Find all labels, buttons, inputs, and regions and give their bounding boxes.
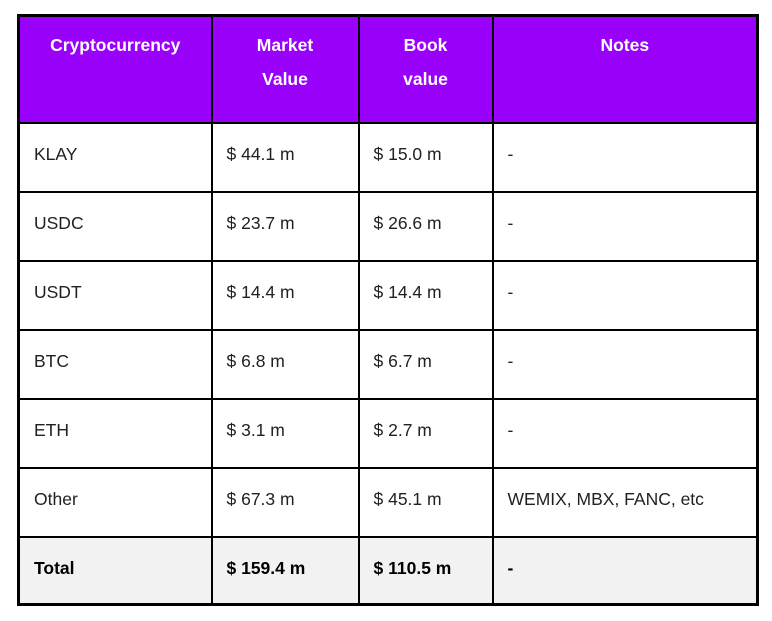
crypto-holdings-table: Cryptocurrency Market Value Book value N… xyxy=(17,14,759,606)
cell-crypto: KLAY xyxy=(17,121,213,193)
cell-notes: WEMIX, MBX, FANC, etc xyxy=(491,466,759,538)
cell-book-value: $ 14.4 m xyxy=(357,259,494,331)
header-row: Cryptocurrency Market Value Book value N… xyxy=(17,14,759,124)
cell-crypto: ETH xyxy=(17,397,213,469)
table-row-total: Total $ 159.4 m $ 110.5 m - xyxy=(17,535,759,606)
col-header-label-line2: Value xyxy=(262,69,308,89)
cell-book-value: $ 15.0 m xyxy=(357,121,494,193)
cell-total-market-value: $ 159.4 m xyxy=(210,535,360,606)
cell-crypto: BTC xyxy=(17,328,213,400)
col-header-market-value: Market Value xyxy=(210,14,360,124)
cell-book-value: $ 6.7 m xyxy=(357,328,494,400)
cell-market-value: $ 23.7 m xyxy=(210,190,360,262)
table-row-usdt: USDT $ 14.4 m $ 14.4 m - xyxy=(17,259,759,331)
col-header-notes: Notes xyxy=(491,14,759,124)
cell-market-value: $ 6.8 m xyxy=(210,328,360,400)
cell-notes: - xyxy=(491,328,759,400)
cell-notes: - xyxy=(491,190,759,262)
col-header-label-line1: Book xyxy=(403,35,448,55)
table-row-klay: KLAY $ 44.1 m $ 15.0 m - xyxy=(17,121,759,193)
table-header: Cryptocurrency Market Value Book value N… xyxy=(17,14,759,124)
cell-notes: - xyxy=(491,121,759,193)
cell-crypto: Other xyxy=(17,466,213,538)
cell-total-label: Total xyxy=(17,535,213,606)
cell-book-value: $ 26.6 m xyxy=(357,190,494,262)
table-row-usdc: USDC $ 23.7 m $ 26.6 m - xyxy=(17,190,759,262)
cell-book-value: $ 45.1 m xyxy=(357,466,494,538)
col-header-label: Notes xyxy=(600,35,650,55)
col-header-label: Cryptocurrency xyxy=(50,35,181,55)
col-header-cryptocurrency: Cryptocurrency xyxy=(17,14,213,124)
col-header-label-line1: Market xyxy=(256,35,314,55)
table-row-eth: ETH $ 3.1 m $ 2.7 m - xyxy=(17,397,759,469)
col-header-label-line2: value xyxy=(403,69,448,89)
table-row-other: Other $ 67.3 m $ 45.1 m WEMIX, MBX, FANC… xyxy=(17,466,759,538)
cell-total-book-value: $ 110.5 m xyxy=(357,535,494,606)
cell-total-notes: - xyxy=(491,535,759,606)
cell-market-value: $ 67.3 m xyxy=(210,466,360,538)
cell-crypto: USDC xyxy=(17,190,213,262)
cell-market-value: $ 14.4 m xyxy=(210,259,360,331)
table-body: KLAY $ 44.1 m $ 15.0 m - USDC $ 23.7 m $… xyxy=(17,121,759,606)
cell-notes: - xyxy=(491,259,759,331)
cell-market-value: $ 44.1 m xyxy=(210,121,360,193)
cell-market-value: $ 3.1 m xyxy=(210,397,360,469)
cell-crypto: USDT xyxy=(17,259,213,331)
cell-notes: - xyxy=(491,397,759,469)
col-header-book-value: Book value xyxy=(357,14,494,124)
cell-book-value: $ 2.7 m xyxy=(357,397,494,469)
table-row-btc: BTC $ 6.8 m $ 6.7 m - xyxy=(17,328,759,400)
